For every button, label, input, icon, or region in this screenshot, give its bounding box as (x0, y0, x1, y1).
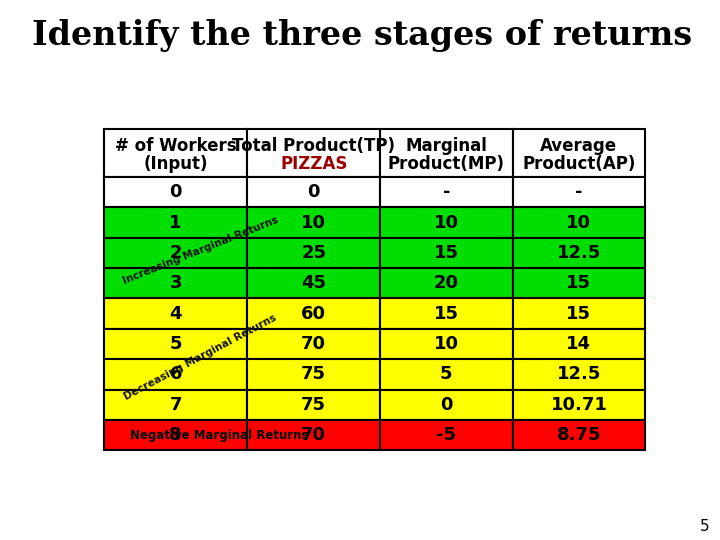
Text: 10: 10 (433, 335, 459, 353)
Text: 10: 10 (301, 214, 326, 232)
Bar (104, 359, 248, 389)
Bar (380, 177, 513, 207)
Text: Negative Marginal Returns: Negative Marginal Returns (130, 429, 308, 442)
Text: 8: 8 (169, 426, 182, 444)
Text: 12.5: 12.5 (557, 244, 601, 262)
Text: 15: 15 (433, 244, 459, 262)
Text: -5: -5 (436, 426, 456, 444)
Text: 15: 15 (567, 274, 591, 292)
Bar (248, 420, 380, 450)
Text: 14: 14 (567, 335, 591, 353)
Text: 70: 70 (301, 335, 326, 353)
Bar (380, 129, 513, 177)
Text: PIZZAS: PIZZAS (280, 154, 347, 173)
Text: 5: 5 (440, 366, 453, 383)
Text: 75: 75 (301, 366, 326, 383)
Text: 45: 45 (301, 274, 326, 292)
Text: 70: 70 (301, 426, 326, 444)
Text: 5: 5 (700, 518, 709, 534)
Text: Increasing Marginal Returns: Increasing Marginal Returns (121, 215, 279, 286)
Bar (248, 299, 380, 329)
Bar (513, 420, 645, 450)
Text: 2: 2 (169, 244, 182, 262)
Text: -: - (443, 183, 450, 201)
Bar (248, 268, 380, 299)
Bar (380, 389, 513, 420)
Bar (513, 329, 645, 359)
Bar (104, 268, 248, 299)
Text: Product(MP): Product(MP) (388, 154, 505, 173)
Bar (380, 420, 513, 450)
Bar (513, 177, 645, 207)
Bar (513, 238, 645, 268)
Text: Decreasing Marginal Returns: Decreasing Marginal Returns (122, 313, 279, 402)
Bar (104, 420, 248, 450)
Text: 25: 25 (301, 244, 326, 262)
Bar (104, 207, 248, 238)
Text: 10: 10 (433, 214, 459, 232)
Text: Product(AP): Product(AP) (522, 154, 636, 173)
Bar (104, 299, 248, 329)
Text: 10.71: 10.71 (551, 396, 608, 414)
Text: 10: 10 (567, 214, 591, 232)
Text: # of Workers: # of Workers (115, 137, 236, 155)
Bar (380, 238, 513, 268)
Text: 3: 3 (169, 274, 182, 292)
Text: 6: 6 (169, 366, 182, 383)
Bar (380, 268, 513, 299)
Bar (513, 129, 645, 177)
Bar (513, 359, 645, 389)
Text: 1: 1 (169, 214, 182, 232)
Bar (104, 129, 248, 177)
Text: Identify the three stages of returns: Identify the three stages of returns (32, 19, 693, 52)
Text: (Input): (Input) (143, 154, 208, 173)
Text: 15: 15 (567, 305, 591, 323)
Text: 60: 60 (301, 305, 326, 323)
Text: Average: Average (540, 137, 618, 155)
Bar (380, 359, 513, 389)
Text: 0: 0 (307, 183, 320, 201)
Text: 75: 75 (301, 396, 326, 414)
Bar (380, 299, 513, 329)
Text: Total Product(TP): Total Product(TP) (232, 137, 395, 155)
Bar (513, 268, 645, 299)
Text: 0: 0 (169, 183, 182, 201)
Bar (104, 329, 248, 359)
Text: 20: 20 (433, 274, 459, 292)
Bar (248, 207, 380, 238)
Bar (104, 238, 248, 268)
Bar (380, 329, 513, 359)
Bar (513, 299, 645, 329)
Bar (513, 389, 645, 420)
Text: 15: 15 (433, 305, 459, 323)
Bar (513, 207, 645, 238)
Bar (248, 329, 380, 359)
Text: 0: 0 (440, 396, 453, 414)
Text: 12.5: 12.5 (557, 366, 601, 383)
Bar (248, 238, 380, 268)
Bar (380, 207, 513, 238)
Text: 5: 5 (169, 335, 182, 353)
Bar (248, 359, 380, 389)
Bar (248, 177, 380, 207)
Bar (104, 389, 248, 420)
Text: -: - (575, 183, 582, 201)
Text: 7: 7 (169, 396, 182, 414)
Text: Marginal: Marginal (405, 137, 487, 155)
Bar (248, 129, 380, 177)
Text: 4: 4 (169, 305, 182, 323)
Bar (104, 177, 248, 207)
Bar (248, 389, 380, 420)
Text: 8.75: 8.75 (557, 426, 601, 444)
